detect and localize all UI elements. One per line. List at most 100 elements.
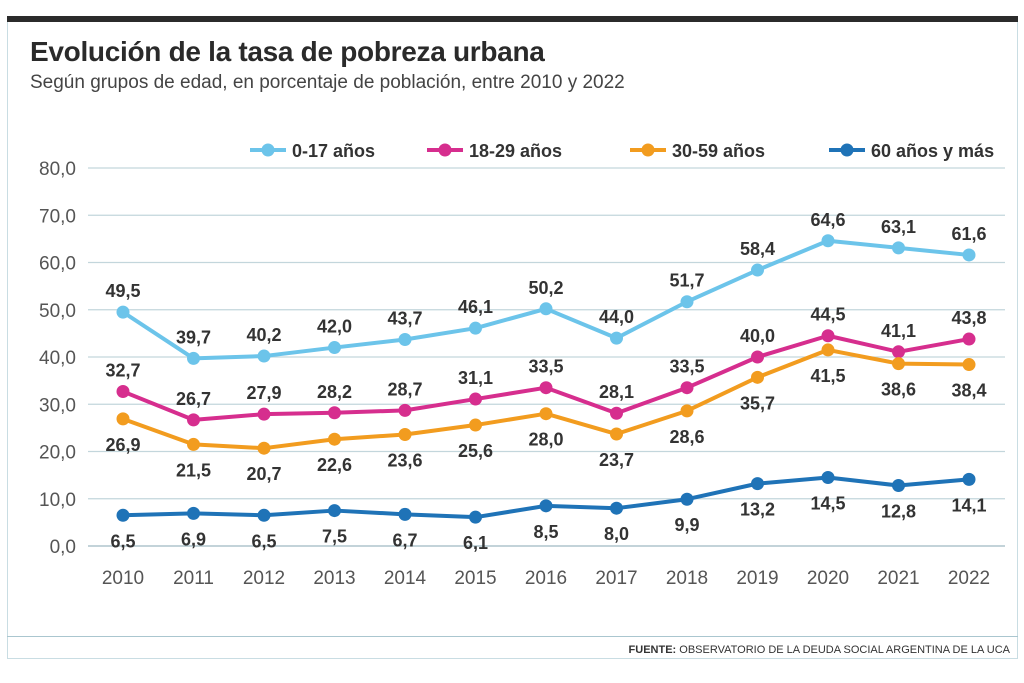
data-point [892,241,905,255]
data-label: 63,1 [881,217,916,237]
data-label: 43,8 [951,308,986,328]
data-label: 28,2 [317,382,352,402]
y-tick-label: 80,0 [39,159,76,180]
data-point [257,349,271,363]
data-point [398,333,412,347]
data-label: 8,0 [604,524,629,544]
data-label: 13,2 [740,500,775,520]
data-point [187,413,200,427]
data-label: 23,6 [387,450,422,470]
source-note: FUENTE: OBSERVATORIO DE LA DEUDA SOCIAL … [629,644,1010,656]
data-point [610,501,623,515]
x-tick-label: 2011 [173,568,214,589]
data-label: 22,6 [317,455,352,475]
data-label: 28,7 [387,379,422,399]
data-label: 42,0 [317,317,352,337]
x-tick-label: 2015 [454,568,496,589]
data-label: 14,1 [951,495,986,515]
y-tick-label: 40,0 [39,348,76,369]
data-label: 28,1 [599,382,634,402]
x-tick-label: 2019 [736,568,778,589]
data-point [116,384,130,398]
data-point [680,492,694,506]
data-point [257,508,271,522]
data-point [539,499,553,513]
data-label: 6,5 [110,531,135,551]
data-label: 58,4 [740,239,775,259]
data-label: 32,7 [105,360,140,380]
data-point [821,234,835,248]
data-label: 46,1 [458,297,493,317]
data-point [892,357,905,371]
data-label: 26,7 [176,389,211,409]
data-label: 31,1 [458,368,493,388]
x-tick-label: 2018 [666,568,708,589]
data-label: 35,7 [740,393,775,413]
data-point [257,407,271,421]
data-point [187,437,200,451]
y-tick-label: 70,0 [39,206,76,227]
y-tick-label: 20,0 [39,443,76,464]
legend-label: 30-59 años [672,141,765,161]
data-label: 28,6 [669,427,704,447]
data-point [821,343,835,357]
x-tick-label: 2022 [948,568,990,589]
x-tick-label: 2017 [595,568,637,589]
y-tick-label: 30,0 [39,395,76,416]
x-tick-label: 2021 [877,568,919,589]
data-label: 6,1 [463,533,488,553]
data-point [751,263,764,277]
chart-subtitle: Según grupos de edad, en porcentaje de p… [30,72,625,93]
data-label: 25,6 [458,441,493,461]
data-label: 40,2 [246,325,281,345]
legend-label: 60 años y más [871,141,994,161]
data-label: 44,5 [810,305,845,325]
data-label: 41,5 [810,366,845,386]
data-label: 61,6 [951,224,986,244]
data-point [962,248,976,262]
y-tick-label: 10,0 [39,490,76,511]
data-point [398,403,412,417]
data-label: 8,5 [533,522,558,542]
data-point [821,470,835,484]
data-point [328,432,341,446]
data-label: 43,7 [387,309,422,329]
data-label: 7,5 [322,527,347,547]
data-label: 20,7 [246,464,281,484]
data-point [539,302,553,316]
data-point [116,305,130,319]
x-tick-label: 2016 [525,568,567,589]
source-text: OBSERVATORIO DE LA DEUDA SOCIAL ARGENTIN… [679,644,1010,656]
data-point [610,331,623,345]
legend-marker [641,143,655,157]
data-point [539,381,553,395]
data-label: 33,5 [528,357,563,377]
legend-marker [840,143,854,157]
legend-marker [438,143,452,157]
data-point [610,427,623,441]
data-label: 12,8 [881,502,916,522]
data-label: 50,2 [528,278,563,298]
top-rule [7,16,1018,22]
data-point [187,351,200,365]
data-point [257,441,271,455]
data-point [680,381,694,395]
x-tick-label: 2014 [384,568,427,589]
data-point [469,392,482,406]
data-label: 44,0 [599,307,634,327]
data-point [539,407,553,421]
data-label: 38,6 [881,380,916,400]
data-label: 28,0 [528,430,563,450]
data-point [469,321,482,335]
data-point [962,472,976,486]
data-point [398,427,412,441]
source-divider [7,636,1018,637]
x-tick-label: 2013 [313,568,355,589]
data-label: 41,1 [881,321,916,341]
y-tick-label: 0,0 [50,537,76,558]
x-tick-label: 2010 [102,568,144,589]
data-point [328,406,341,420]
chart-title: Evolución de la tasa de pobreza urbana [30,36,545,67]
data-label: 64,6 [810,210,845,230]
